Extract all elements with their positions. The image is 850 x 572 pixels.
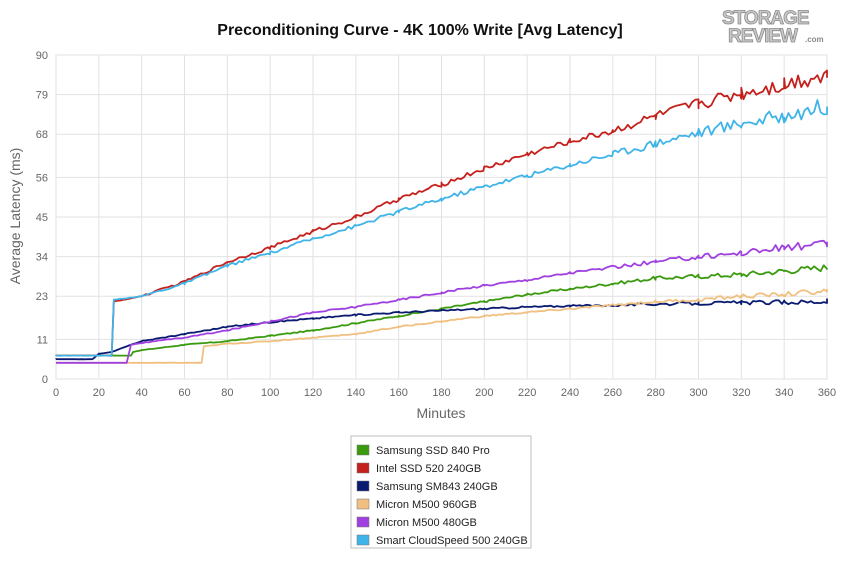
y-tick-label: 11 — [37, 334, 48, 346]
x-tick-label: 60 — [178, 387, 190, 399]
y-tick-label: 23 — [36, 291, 48, 303]
x-tick-label: 100 — [261, 387, 279, 399]
x-tick-label: 0 — [53, 387, 59, 399]
legend-label: Intel SSD 520 240GB — [376, 463, 481, 475]
legend-box — [350, 435, 532, 549]
legend: Samsung SSD 840 Pro Intel SSD 520 240GB Sa… — [350, 435, 532, 549]
tick-labels: 0 11 23 34 45 56 68 79 90 0 20 40 60 80 100 120 140 160 18… — [36, 50, 836, 399]
x-tick-label: 240 — [561, 387, 579, 399]
x-tick-label: 140 — [347, 387, 365, 399]
logo-suffix: .com — [805, 35, 824, 44]
y-tick-label: 0 — [42, 374, 48, 386]
y-tick-label: 45 — [36, 212, 48, 224]
y-tick-label: 79 — [36, 90, 48, 102]
x-tick-label: 20 — [93, 387, 105, 399]
x-tick-label: 260 — [604, 387, 622, 399]
series-line — [55, 99, 828, 357]
x-tick-label: 120 — [304, 387, 322, 399]
legend-swatch — [356, 462, 370, 474]
x-tick-label: 200 — [475, 387, 493, 399]
series-lines — [55, 69, 828, 364]
legend-label: Micron M500 960GB — [376, 499, 477, 511]
x-tick-label: 300 — [689, 387, 707, 399]
y-tick-label: 34 — [36, 252, 48, 264]
logo-line1: STORAGE — [722, 8, 809, 29]
series-line — [55, 264, 828, 357]
x-tick-label: 220 — [518, 387, 536, 399]
legend-label: Micron M500 480GB — [376, 517, 477, 529]
x-tick-label: 180 — [432, 387, 450, 399]
y-tick-label: 68 — [36, 129, 48, 141]
legend-label: Samsung SM843 240GB — [376, 481, 498, 493]
x-tick-label: 40 — [136, 387, 148, 399]
legend-swatch — [356, 516, 370, 528]
y-tick-label: 90 — [36, 50, 48, 62]
legend-swatch — [356, 498, 370, 510]
chart-title: Preconditioning Curve - 4K 100% Write [A… — [217, 22, 622, 39]
y-tick-label: 56 — [36, 172, 48, 184]
series-line — [56, 239, 828, 364]
logo-line2: REVIEW — [728, 26, 798, 47]
series-line — [55, 69, 828, 357]
x-tick-label: 340 — [775, 387, 793, 399]
legend-swatch — [356, 480, 370, 492]
x-tick-label: 280 — [646, 387, 664, 399]
x-tick-label: 320 — [732, 387, 750, 399]
x-tick-label: 160 — [389, 387, 407, 399]
x-tick-label: 360 — [818, 387, 836, 399]
series-line — [56, 288, 828, 364]
series-line — [55, 298, 828, 361]
storagereview-logo: STORAGE REVIEW .com — [722, 8, 824, 48]
x-tick-label: 80 — [221, 387, 233, 399]
legend-swatch — [356, 534, 370, 546]
legend-label: Smart CloudSpeed 500 240GB — [376, 535, 528, 547]
x-axis-label: Minutes — [416, 405, 465, 421]
legend-label: Samsung SSD 840 Pro — [376, 445, 490, 457]
y-axis-label: Average Latency (ms) — [7, 148, 23, 285]
legend-swatch — [356, 444, 370, 456]
